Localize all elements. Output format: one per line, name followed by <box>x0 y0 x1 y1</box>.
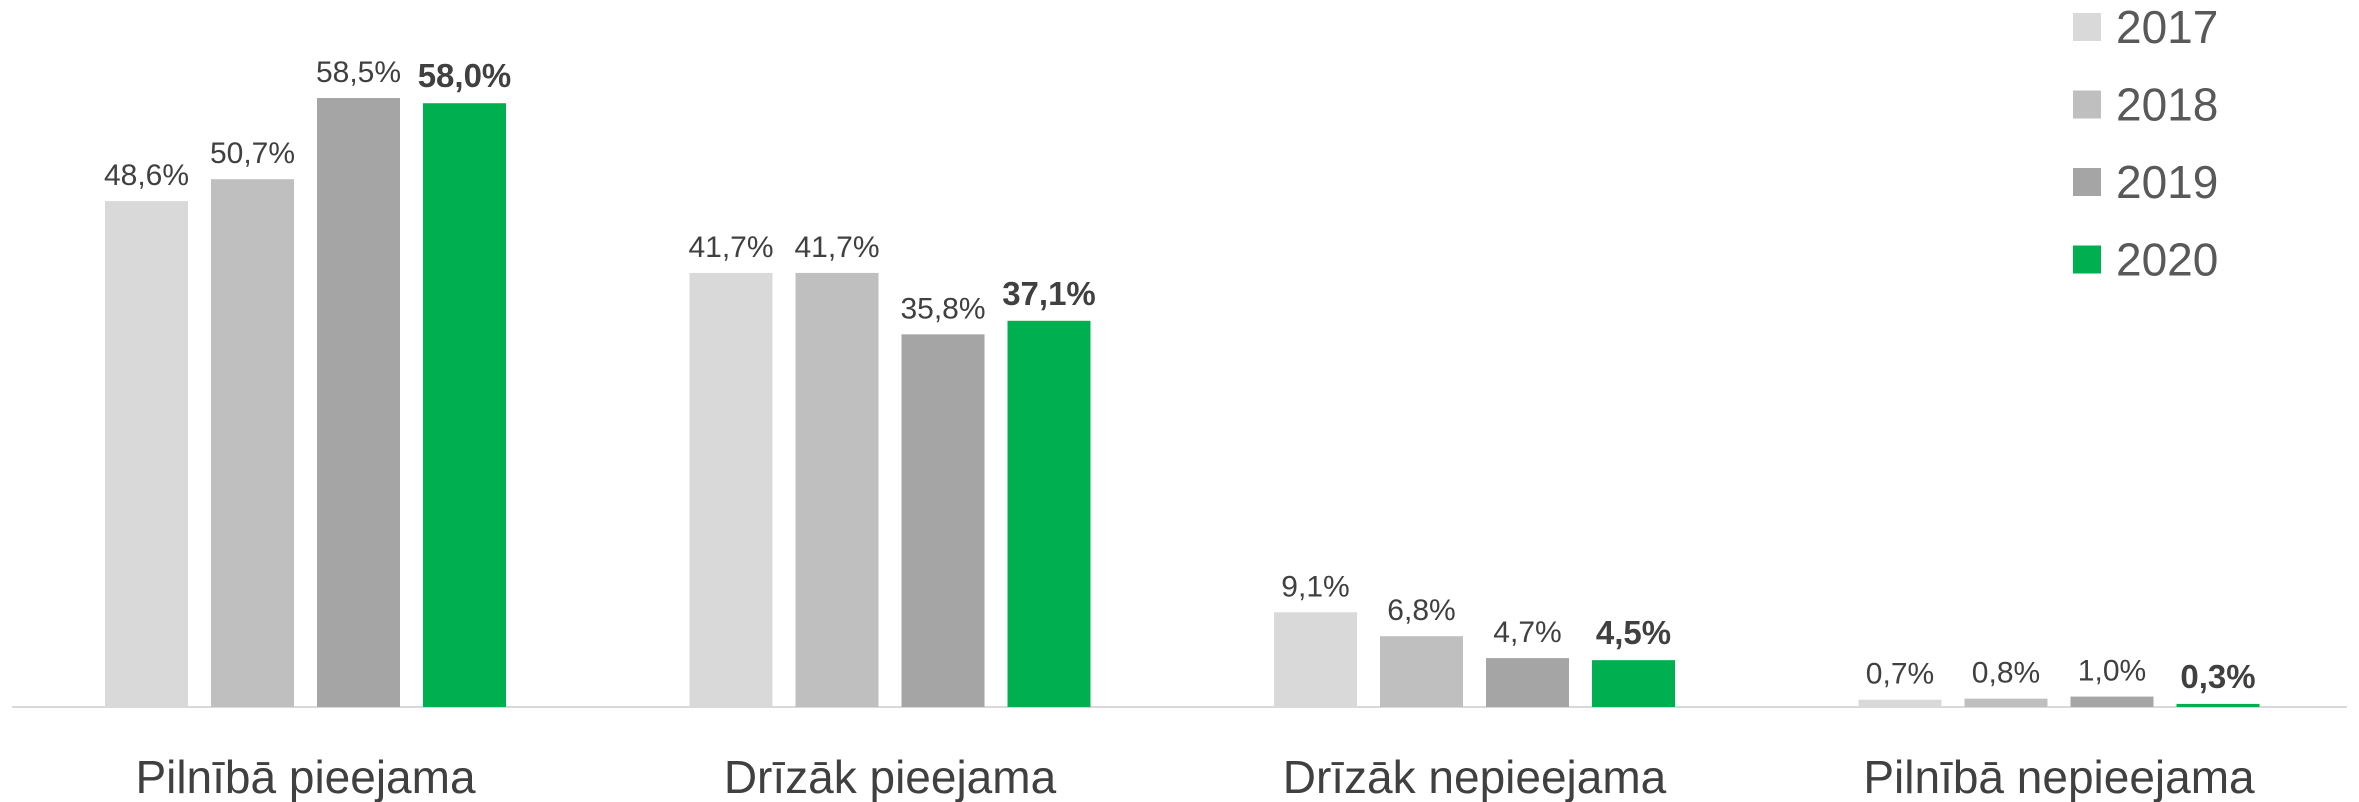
legend-swatch <box>2073 90 2101 119</box>
bar <box>901 334 985 707</box>
data-label: 4,7% <box>1493 616 1561 649</box>
bar <box>1486 658 1569 707</box>
bar <box>1858 699 1942 707</box>
bar <box>689 272 773 707</box>
legend-swatch <box>2073 245 2101 274</box>
bar <box>1380 636 1463 707</box>
x-tick-label: Pilnībā pieejama <box>135 751 476 802</box>
data-label: 0,3% <box>2180 658 2255 695</box>
data-label: 0,7% <box>1866 658 1934 691</box>
data-label: 50,7% <box>210 137 295 170</box>
data-label: 0,8% <box>1972 657 2040 690</box>
data-label: 37,1% <box>1002 275 1096 312</box>
bar <box>317 98 400 707</box>
x-tick-label: Pilnībā nepieejama <box>1863 751 2255 802</box>
bar <box>1007 320 1091 707</box>
data-label: 9,1% <box>1281 570 1349 603</box>
bar <box>1964 698 2048 707</box>
bar <box>211 179 294 707</box>
data-label: 41,7% <box>794 231 879 264</box>
data-label: 58,0% <box>418 57 512 94</box>
bar <box>795 272 879 707</box>
data-label: 35,8% <box>900 292 985 325</box>
data-label: 48,6% <box>104 159 189 192</box>
bar <box>1592 660 1675 707</box>
legend-swatch <box>2073 168 2101 196</box>
legend-label: 2019 <box>2116 156 2218 208</box>
bar <box>423 103 506 708</box>
data-label: 6,8% <box>1387 594 1455 627</box>
bar <box>2070 696 2154 707</box>
bar <box>2176 703 2260 707</box>
legend-label: 2017 <box>2116 1 2218 53</box>
x-tick-label: Drīzāk pieejama <box>724 751 1057 802</box>
legend-label: 2020 <box>2116 234 2218 286</box>
data-label: 4,5% <box>1596 614 1671 651</box>
data-label: 58,5% <box>316 56 401 89</box>
legend-label: 2018 <box>2116 79 2218 131</box>
data-label: 41,7% <box>688 231 773 264</box>
x-tick-label: Drīzāk nepieejama <box>1283 751 1667 802</box>
legend-swatch <box>2073 13 2101 41</box>
bar <box>1274 612 1357 707</box>
data-label: 1,0% <box>2078 655 2146 688</box>
bar <box>105 201 188 707</box>
